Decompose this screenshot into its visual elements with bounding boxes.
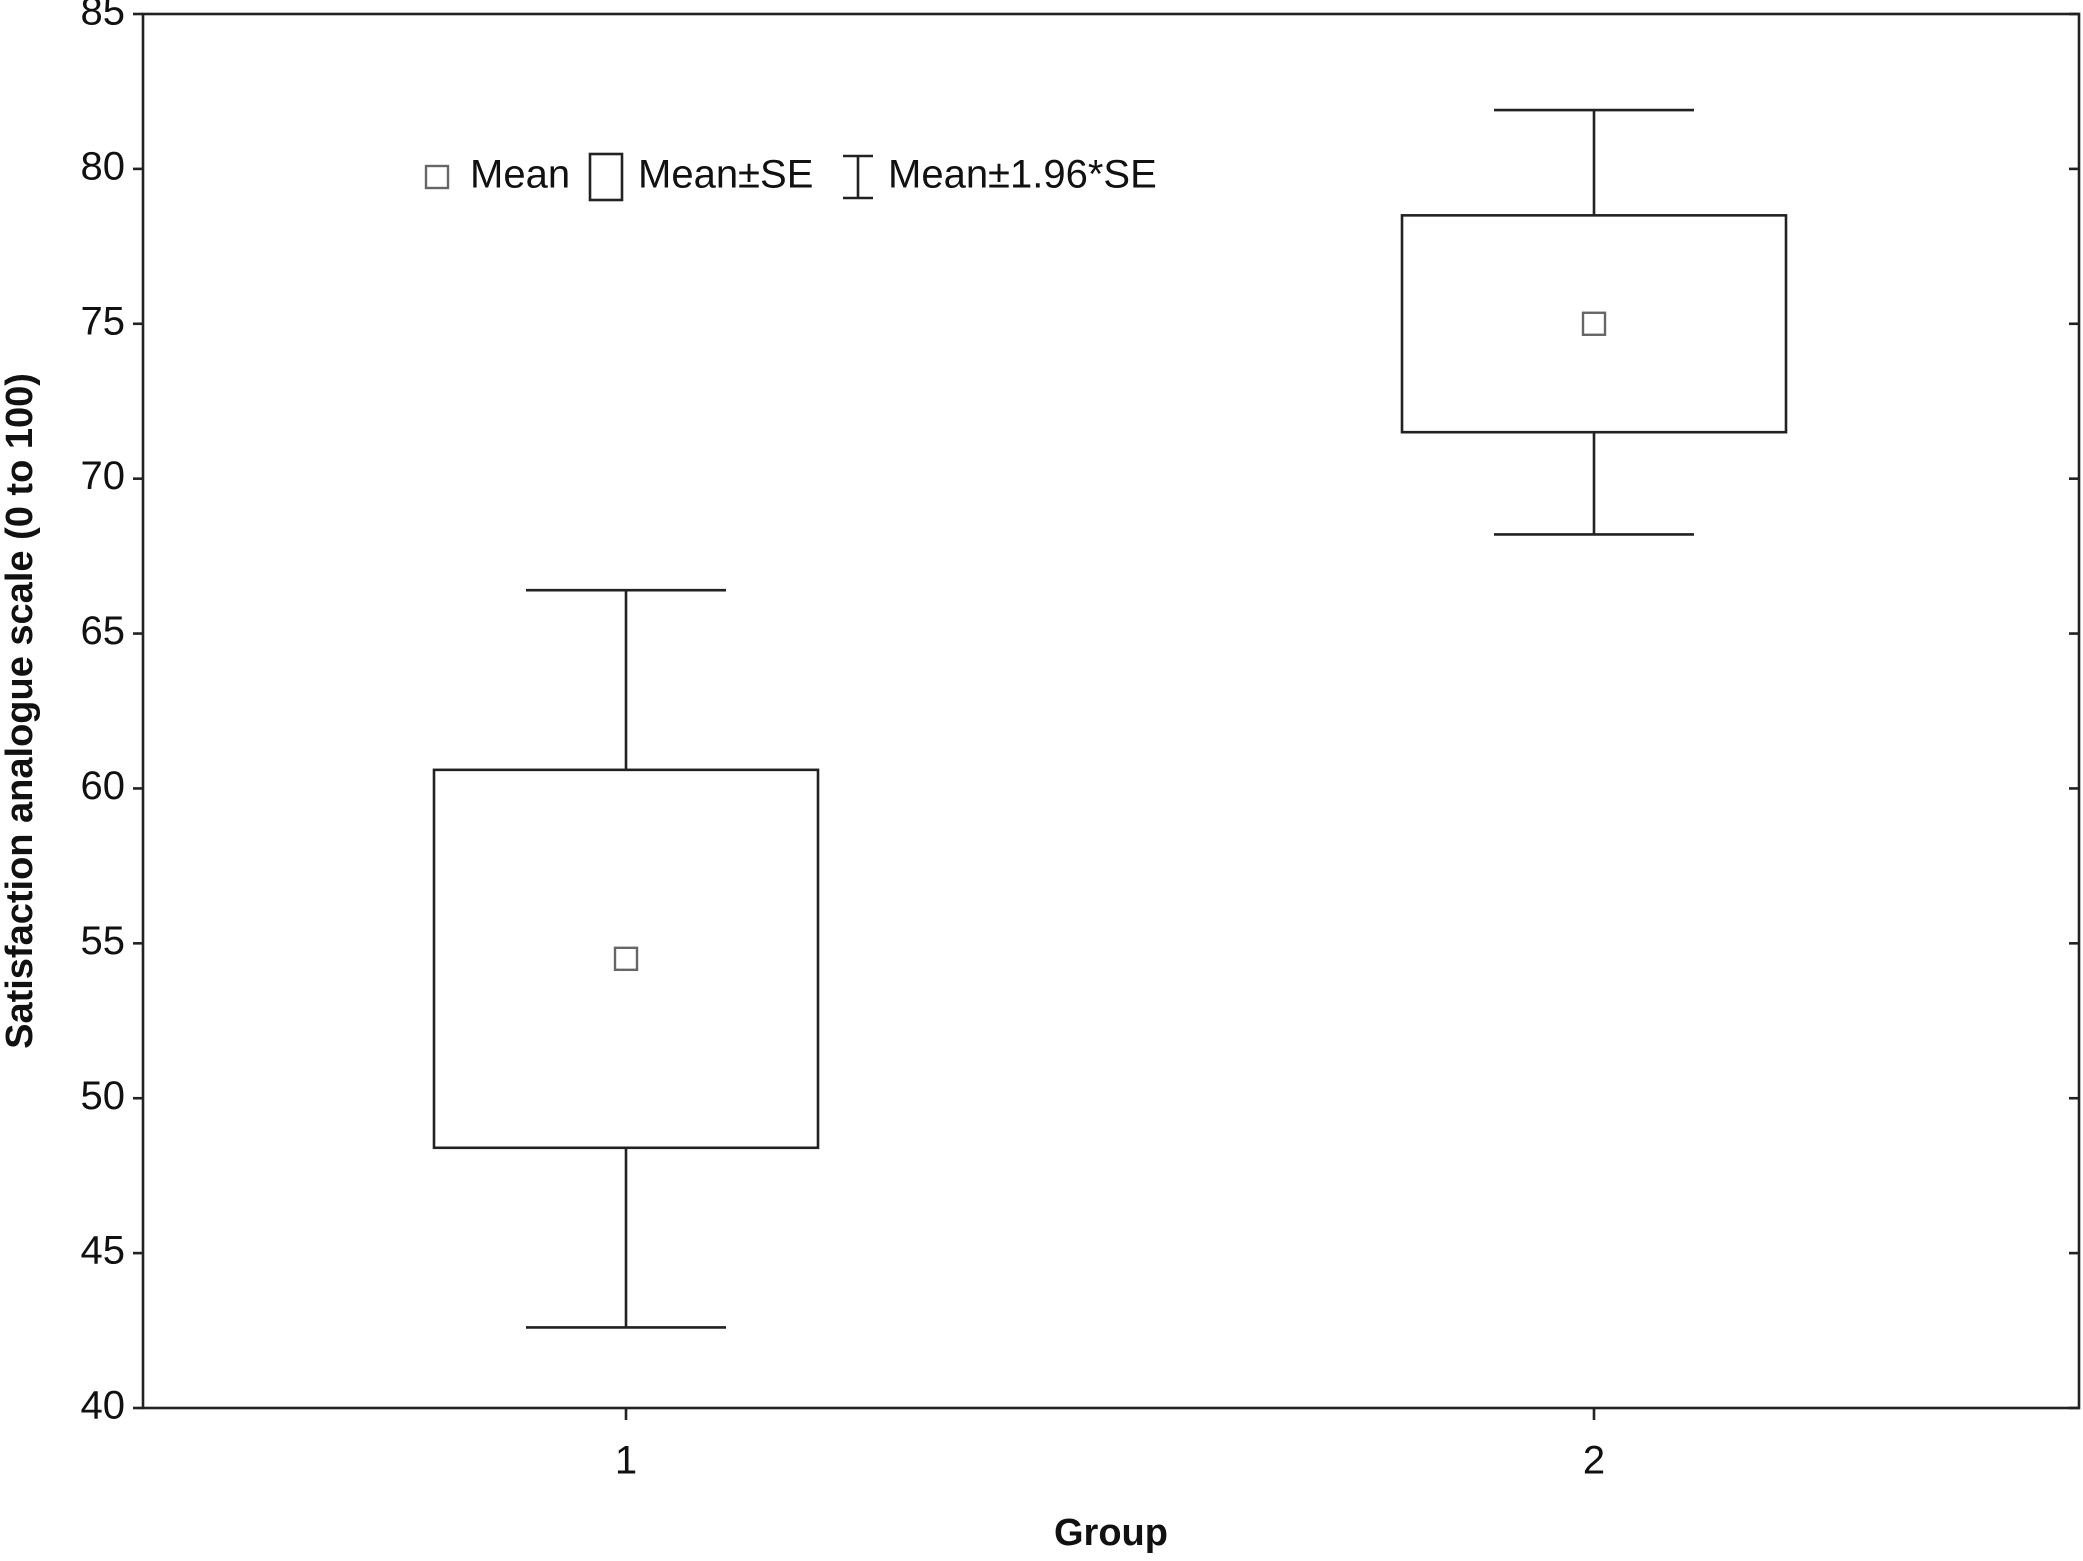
- y-tick-label: 40: [81, 1384, 126, 1428]
- se-box: [432, 768, 820, 1150]
- y-tick-label: 45: [81, 1229, 126, 1273]
- y-tick-label: 85: [81, 0, 126, 34]
- y-tick-label: 70: [81, 454, 126, 498]
- y-tick-label: 50: [81, 1074, 126, 1118]
- y-axis-title: Satisfaction analogue scale (0 to 100): [0, 373, 41, 1049]
- legend-label: Mean±1.96*SE: [888, 153, 1157, 197]
- x-axis-title: Group: [1054, 1512, 1168, 1554]
- legend-se-icon: [588, 152, 624, 202]
- mean-marker: [1581, 311, 1607, 336]
- y-tick-label: 55: [81, 919, 126, 963]
- x-tick-label: 1: [615, 1439, 637, 1483]
- legend-mean-icon: [424, 164, 450, 190]
- legend-ci-icon: [843, 154, 873, 200]
- se-box: [1400, 214, 1788, 434]
- plot-frame: [141, 12, 2081, 1410]
- y-tick-label: 65: [81, 609, 126, 653]
- x-tick-label: 2: [1583, 1439, 1605, 1483]
- y-tick-label: 80: [81, 144, 126, 188]
- mean-marker: [613, 946, 639, 972]
- legend-label: Mean±SE: [638, 153, 813, 197]
- legend-label: Mean: [470, 153, 570, 197]
- y-tick-label: 60: [81, 764, 126, 808]
- y-tick-label: 75: [81, 299, 126, 343]
